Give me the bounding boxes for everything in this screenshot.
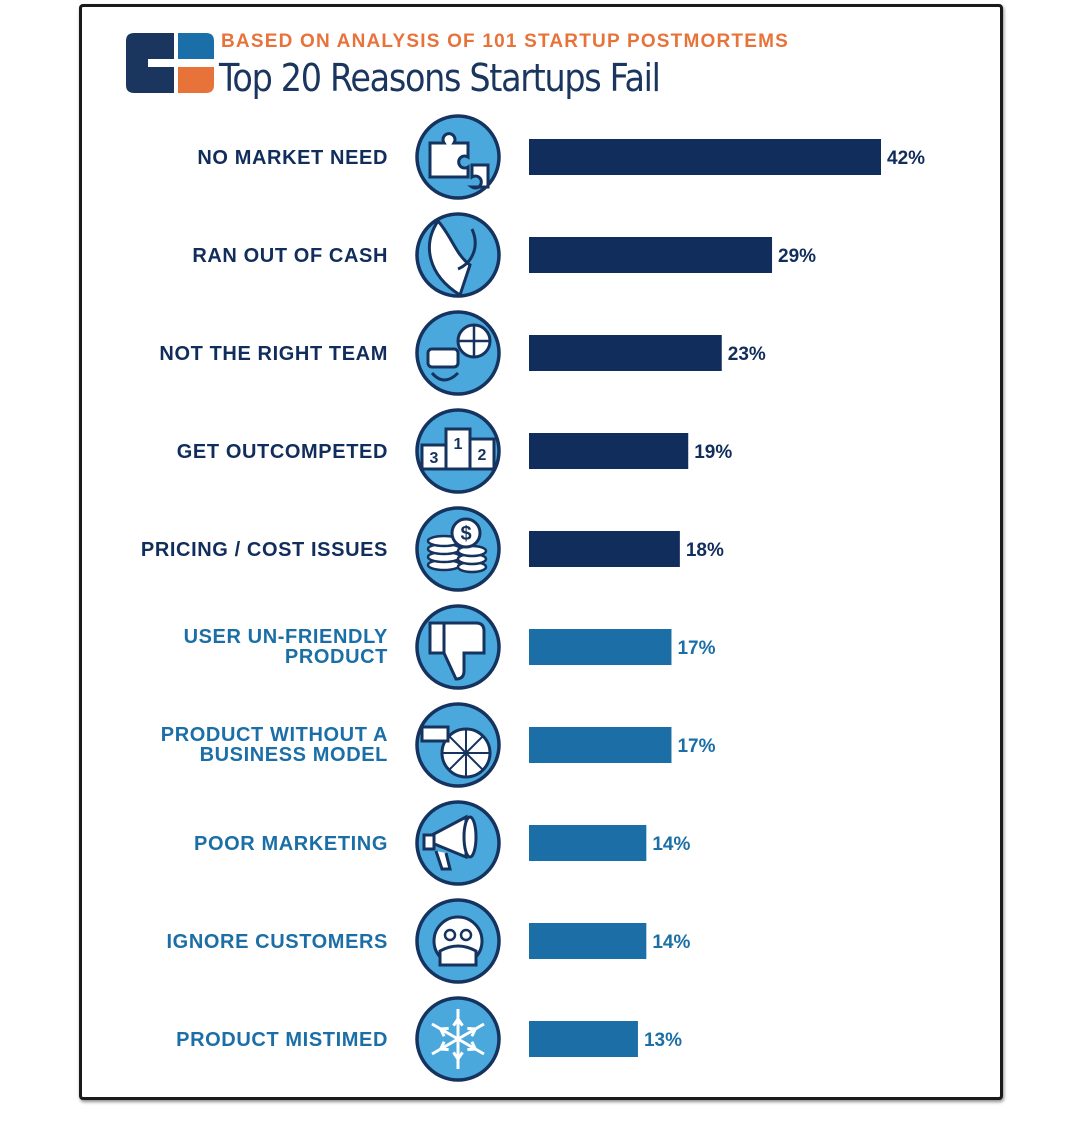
bar: [529, 629, 672, 665]
bar-label: NO MARKET NEED: [197, 147, 388, 169]
bar: [529, 531, 680, 567]
snowflake-icon: [415, 996, 501, 1082]
bar-value-label: 23%: [728, 344, 766, 365]
svg-text:$: $: [460, 523, 471, 545]
svg-text:2: 2: [478, 447, 487, 464]
monkey-icon: [415, 898, 501, 984]
empty-pocket-icon: [415, 212, 501, 298]
bar-value-label: 29%: [778, 246, 816, 267]
megaphone-icon: [415, 800, 501, 886]
coin-stack-icon: $: [415, 506, 501, 592]
bar: [529, 433, 689, 469]
puzzle-icon: [415, 114, 501, 200]
bar: [529, 237, 773, 273]
bar-label: NOT THE RIGHT TEAM: [159, 343, 388, 365]
bar: [529, 923, 647, 959]
bar-value-label: 14%: [652, 932, 690, 953]
svg-text:3: 3: [430, 450, 439, 467]
bar: [529, 139, 881, 175]
bar-value-label: 13%: [644, 1030, 682, 1051]
bar: [529, 825, 647, 861]
bar-label: IGNORE CUSTOMERS: [167, 931, 388, 953]
bar-label: PRODUCT MISTIMED: [176, 1029, 388, 1051]
chart-title: Top 20 Reasons Startups Fail: [219, 56, 661, 100]
brand-logo: [126, 33, 214, 93]
bar-label: GET OUTCOMPETED: [177, 441, 388, 463]
bar-label: PRICING / COST ISSUES: [141, 539, 388, 561]
cart-wheel-icon: [415, 702, 501, 788]
bar-value-label: 17%: [677, 638, 715, 659]
bar-label: POOR MARKETING: [194, 833, 388, 855]
chart-subtitle: BASED ON ANALYSIS OF 101 STARTUP POSTMOR…: [221, 31, 789, 52]
bar: [529, 727, 672, 763]
bar: [529, 1021, 638, 1057]
bar-label: RAN OUT OF CASH: [192, 245, 388, 267]
svg-text:1: 1: [454, 436, 463, 453]
team-player-icon: [415, 310, 501, 396]
bar-value-label: 42%: [887, 148, 925, 169]
bar: [529, 335, 722, 371]
thumbs-down-icon: [415, 604, 501, 690]
podium-icon: 13 2: [415, 408, 501, 494]
bar-value-label: 14%: [652, 834, 690, 855]
bar-label: PRODUCT WITHOUT A BUSINESS MODEL: [161, 724, 388, 766]
bar-value-label: 19%: [694, 442, 732, 463]
bar-label: USER UN-FRIENDLY PRODUCT: [184, 626, 388, 668]
bar-value-label: 17%: [677, 736, 715, 757]
bar-value-label: 18%: [686, 540, 724, 561]
